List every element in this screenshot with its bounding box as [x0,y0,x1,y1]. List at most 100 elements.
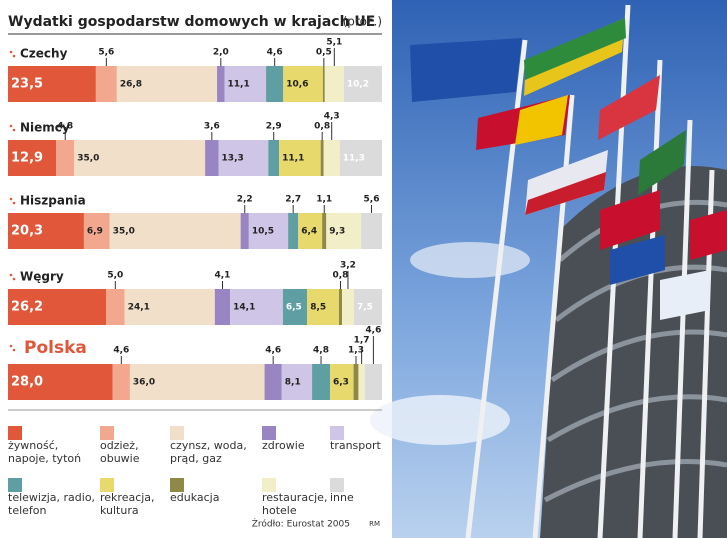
bar-segment [330,364,354,400]
bar-segment [129,364,265,400]
bar-segment [341,289,354,325]
value-label: 2,9 [266,122,282,132]
value-label: 6,9 [87,227,103,237]
bar-segment [56,140,75,176]
legend-label: edukacja [170,491,220,504]
bar-segment [218,140,269,176]
value-label: 2,0 [213,48,229,58]
bar-segment [214,289,231,325]
value-label: 2,2 [237,195,253,205]
label-dot [9,197,13,201]
bar-segment [8,213,84,249]
value-label: 23,5 [11,77,43,92]
legend-label: rekreacja, kultura [100,491,155,517]
value-label: 3,6 [204,122,220,132]
bar-segment [298,213,323,249]
value-label: 10,6 [286,80,308,90]
legend-label: inne [330,491,354,504]
value-label: 9,3 [329,227,345,237]
value-label: 4,8 [313,346,329,356]
bar-segment [343,66,382,102]
value-label: 10,5 [252,227,274,237]
label-dot [9,273,13,277]
unit-note: (proc.) [343,15,382,29]
category-label: Węgry [20,270,64,284]
bar-segment [353,289,382,325]
value-label: 6,3 [333,378,349,388]
value-label: 8,5 [310,303,326,313]
category-label: Czechy [20,47,68,61]
value-label: 35,0 [77,154,99,164]
legend-swatch [330,426,344,440]
bar-segment [240,213,249,249]
bar-segment [339,140,382,176]
value-label: 4,6 [365,326,381,336]
source: Źródło: Eurostat 2005 [252,518,350,530]
value-label: 0,8 [333,271,349,281]
bar-segment [8,66,96,102]
label-dot [9,124,13,128]
bar-segment [281,364,313,400]
value-label: 5,6 [98,48,114,58]
value-label: 20,3 [11,224,43,239]
legend-label: telewizja, radio, telefon [8,491,96,517]
legend-swatch [8,426,22,440]
label-dot [12,277,16,281]
bar-segment [322,213,327,249]
value-label: 1,3 [348,346,364,356]
bar-segment [230,289,283,325]
bar-segment [307,289,339,325]
bar-segment [8,289,106,325]
legend-label: zdrowie [262,439,305,452]
bar-segment [324,66,344,102]
value-label: 11,3 [343,154,365,164]
value-label: 1,1 [316,195,332,205]
bar-segment [322,66,325,102]
chart-title: Wydatki gospodarstw domowych w krajach U… [8,14,375,30]
legend-label: żywność, napoje, tytoń [8,439,82,465]
legend-swatch [8,478,22,492]
bar-segment [320,140,324,176]
value-label: 12,9 [11,151,43,166]
bar-segment [217,66,225,102]
value-label: 26,2 [11,300,43,315]
legend-swatch [170,478,184,492]
value-label: 6,4 [301,227,317,237]
bar-segment [266,66,284,102]
legend-swatch [262,478,276,492]
bar-segment [361,213,382,249]
value-label: 2,7 [285,195,301,205]
bar-segment [364,364,382,400]
label-dot [12,201,16,205]
bar-segment [248,213,289,249]
value-label: 4,6 [265,346,281,356]
value-label: 5,1 [326,38,342,48]
bar-segment [205,140,219,176]
photo [370,0,727,538]
label-dot [9,50,13,54]
legend-label: transport [330,439,381,452]
bar-segment [264,364,282,400]
value-label: 10,2 [347,80,369,90]
value-label: 5,6 [364,195,380,205]
value-label: 4,3 [324,112,340,122]
label-dot [12,54,16,58]
value-label: 5,0 [107,271,123,281]
value-label: 11,1 [282,154,304,164]
bar-segment [112,364,130,400]
legend-label: restauracje, hotele [262,491,328,517]
label-dot [9,344,13,348]
bar-segment [283,66,323,102]
legend-label: czynsz, woda, prąd, gaz [170,439,247,465]
value-label: 4,6 [267,48,283,58]
bar-segment [8,140,57,176]
category-label: Hiszpania [20,194,86,208]
bar-segment [326,213,362,249]
category-label: Niemcy [20,121,70,135]
label-dot [12,348,16,352]
legend-swatch [100,426,114,440]
bar-segment [105,289,125,325]
value-label: 6,5 [286,303,302,313]
bar-segment [109,213,241,249]
value-label: 4,1 [215,271,231,281]
